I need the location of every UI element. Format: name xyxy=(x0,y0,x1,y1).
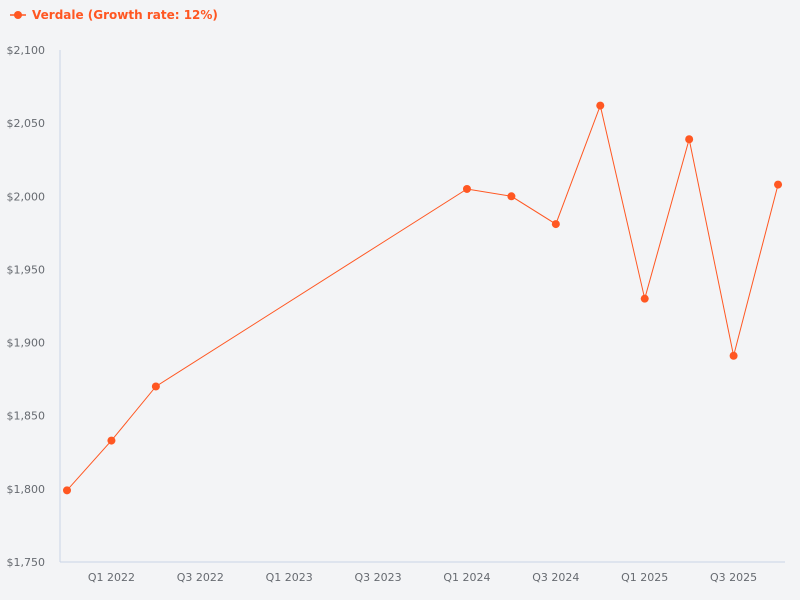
legend-label: Verdale (Growth rate: 12%) xyxy=(32,8,218,22)
x-axis: Q1 2022 Q3 2022 Q1 2023 Q3 2023 Q1 2024 Q3 20… xyxy=(60,561,785,584)
x-tick-label: Q3 2023 xyxy=(355,571,402,584)
data-point[interactable]: Q1 2022: $1,833 xyxy=(107,436,116,445)
y-axis: $1,750 $1,800 $1,850 $1,900 $1,950 $2,000 $2,0… xyxy=(7,44,61,569)
data-point[interactable]: Q2 2024: $2,000 xyxy=(507,192,516,201)
x-tick-label: Q1 2025 xyxy=(621,571,668,584)
series-verdale: Q4 2021: $1,799 Q1 2022: $1,833 Q2 2022: $… xyxy=(63,101,783,495)
x-tick-label: Q1 2024 xyxy=(443,571,490,584)
legend-line-marker-icon xyxy=(10,11,26,19)
y-tick-label: $1,950 xyxy=(7,263,46,276)
y-tick-label: $1,800 xyxy=(7,483,46,496)
y-tick-label: $2,100 xyxy=(7,44,46,57)
data-point[interactable]: Q2 2022: $1,870 xyxy=(151,382,160,391)
y-tick-label: $2,000 xyxy=(7,190,46,203)
data-point[interactable]: Q1 2025: $1,930 xyxy=(640,294,649,303)
x-tick-label: Q3 2025 xyxy=(710,571,757,584)
x-tick-label: Q3 2022 xyxy=(177,571,224,584)
y-tick-label: $2,050 xyxy=(7,117,46,130)
data-point[interactable]: Q2 2025: $2,039 xyxy=(685,135,694,144)
data-point[interactable]: Q4 2025: $2,008 xyxy=(774,180,783,189)
x-tick-label: Q1 2023 xyxy=(266,571,313,584)
x-tick-label: Q3 2024 xyxy=(532,571,579,584)
x-tick-label: Q1 2022 xyxy=(88,571,135,584)
y-tick-label: $1,900 xyxy=(7,337,46,350)
y-tick-label: $1,850 xyxy=(7,410,46,423)
y-tick-label: $1,750 xyxy=(7,556,46,569)
data-point[interactable]: Q3 2024: $1,981 xyxy=(551,220,560,229)
data-point[interactable]: Q4 2024: $2,062 xyxy=(596,101,605,110)
data-point[interactable]: Q3 2025: $1,891 xyxy=(729,351,738,360)
data-point[interactable]: Q1 2024: $2,005 xyxy=(462,184,471,193)
data-point[interactable]: Q4 2021: $1,799 xyxy=(63,486,71,495)
series-line xyxy=(66,103,779,491)
chart-legend[interactable]: Verdale (Growth rate: 12%) xyxy=(10,8,218,22)
